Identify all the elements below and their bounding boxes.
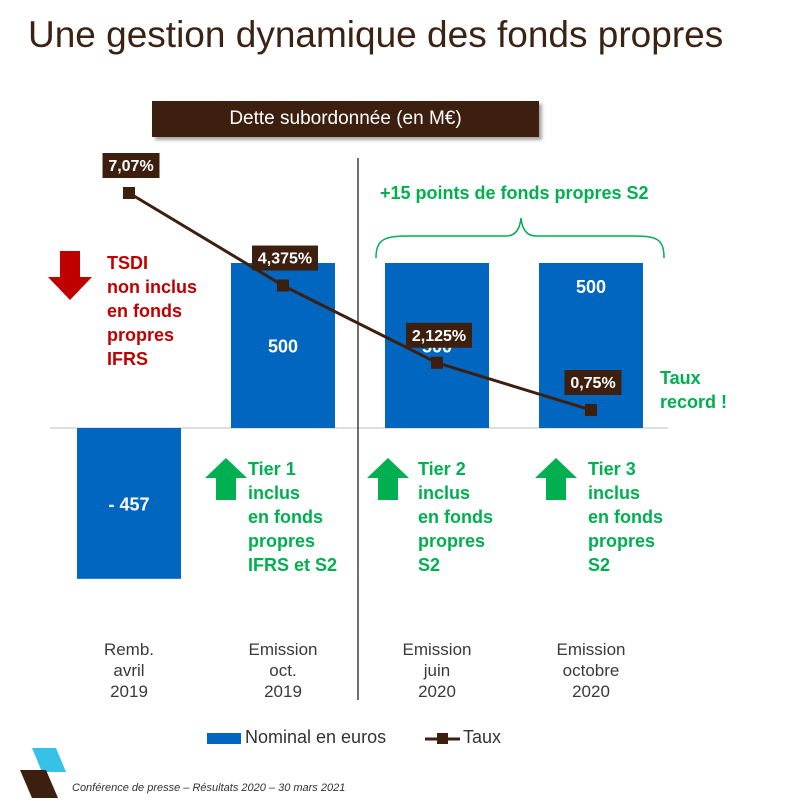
category-label: 2020 — [572, 682, 610, 701]
rate-label-box — [406, 322, 472, 348]
legend-bar-swatch — [207, 733, 241, 744]
rate-line — [128, 191, 592, 412]
bar-value-label: 500 — [268, 337, 298, 357]
rate-label-box — [252, 245, 318, 271]
category-label: octobre — [563, 661, 620, 680]
category-label: Remb. — [104, 640, 154, 659]
tsdi-note: TSDI non inclus en fonds propres IFRS — [107, 253, 197, 369]
footer: Conférence de presse – Résultats 2020 – … — [72, 782, 346, 794]
rate-label: 2,125% — [412, 328, 466, 345]
category-label: juin — [423, 661, 450, 680]
rate-point — [123, 187, 135, 199]
up-arrow-icon — [205, 458, 247, 500]
rate-point — [277, 279, 289, 292]
down-arrow-icon — [48, 251, 92, 300]
category-label: 2019 — [110, 682, 148, 701]
page-title: Une gestion dynamique des fonds propres — [28, 14, 724, 55]
up-arrow-icon — [367, 458, 409, 500]
up-arrow-icon — [535, 458, 577, 500]
bar-value-label: 500 — [576, 277, 606, 297]
category-label: Emission — [249, 640, 318, 659]
bar — [77, 428, 181, 579]
category-label: oct. — [269, 661, 296, 680]
legend-nominal-label: Nominal en euros — [245, 727, 387, 747]
category-label: 2019 — [264, 682, 302, 701]
taux-record-note: Taux record ! — [660, 368, 728, 412]
logo — [32, 748, 66, 772]
tier3-note: Tier 3 inclus en fonds propres S2 — [588, 459, 663, 575]
rate-point — [585, 404, 597, 416]
legend-line-marker — [437, 733, 448, 744]
rate-label-box — [102, 153, 160, 178]
brace-s2 — [375, 217, 665, 259]
category-label: Emission — [403, 640, 472, 659]
logo-part — [20, 770, 58, 798]
rate-label-box — [564, 370, 622, 395]
category-label: avril — [113, 661, 144, 680]
legend-taux-label: Taux — [463, 727, 502, 747]
tier1-note: Tier 1 inclus en fonds propres IFRS et S… — [248, 459, 338, 575]
category-label: Emission — [557, 640, 626, 659]
chart-title: Dette subordonnée (en M€) — [152, 101, 539, 137]
bar-value-label: - 457 — [108, 494, 149, 514]
rate-point — [431, 356, 443, 369]
rate-label: 7,07% — [108, 158, 153, 175]
category-label: 2020 — [418, 682, 456, 701]
points-note: +15 points de fonds propres S2 — [380, 183, 649, 203]
rate-label: 4,375% — [258, 251, 312, 268]
tier2-note: Tier 2 inclus en fonds propres S2 — [418, 459, 493, 575]
rate-label: 0,75% — [570, 375, 615, 392]
